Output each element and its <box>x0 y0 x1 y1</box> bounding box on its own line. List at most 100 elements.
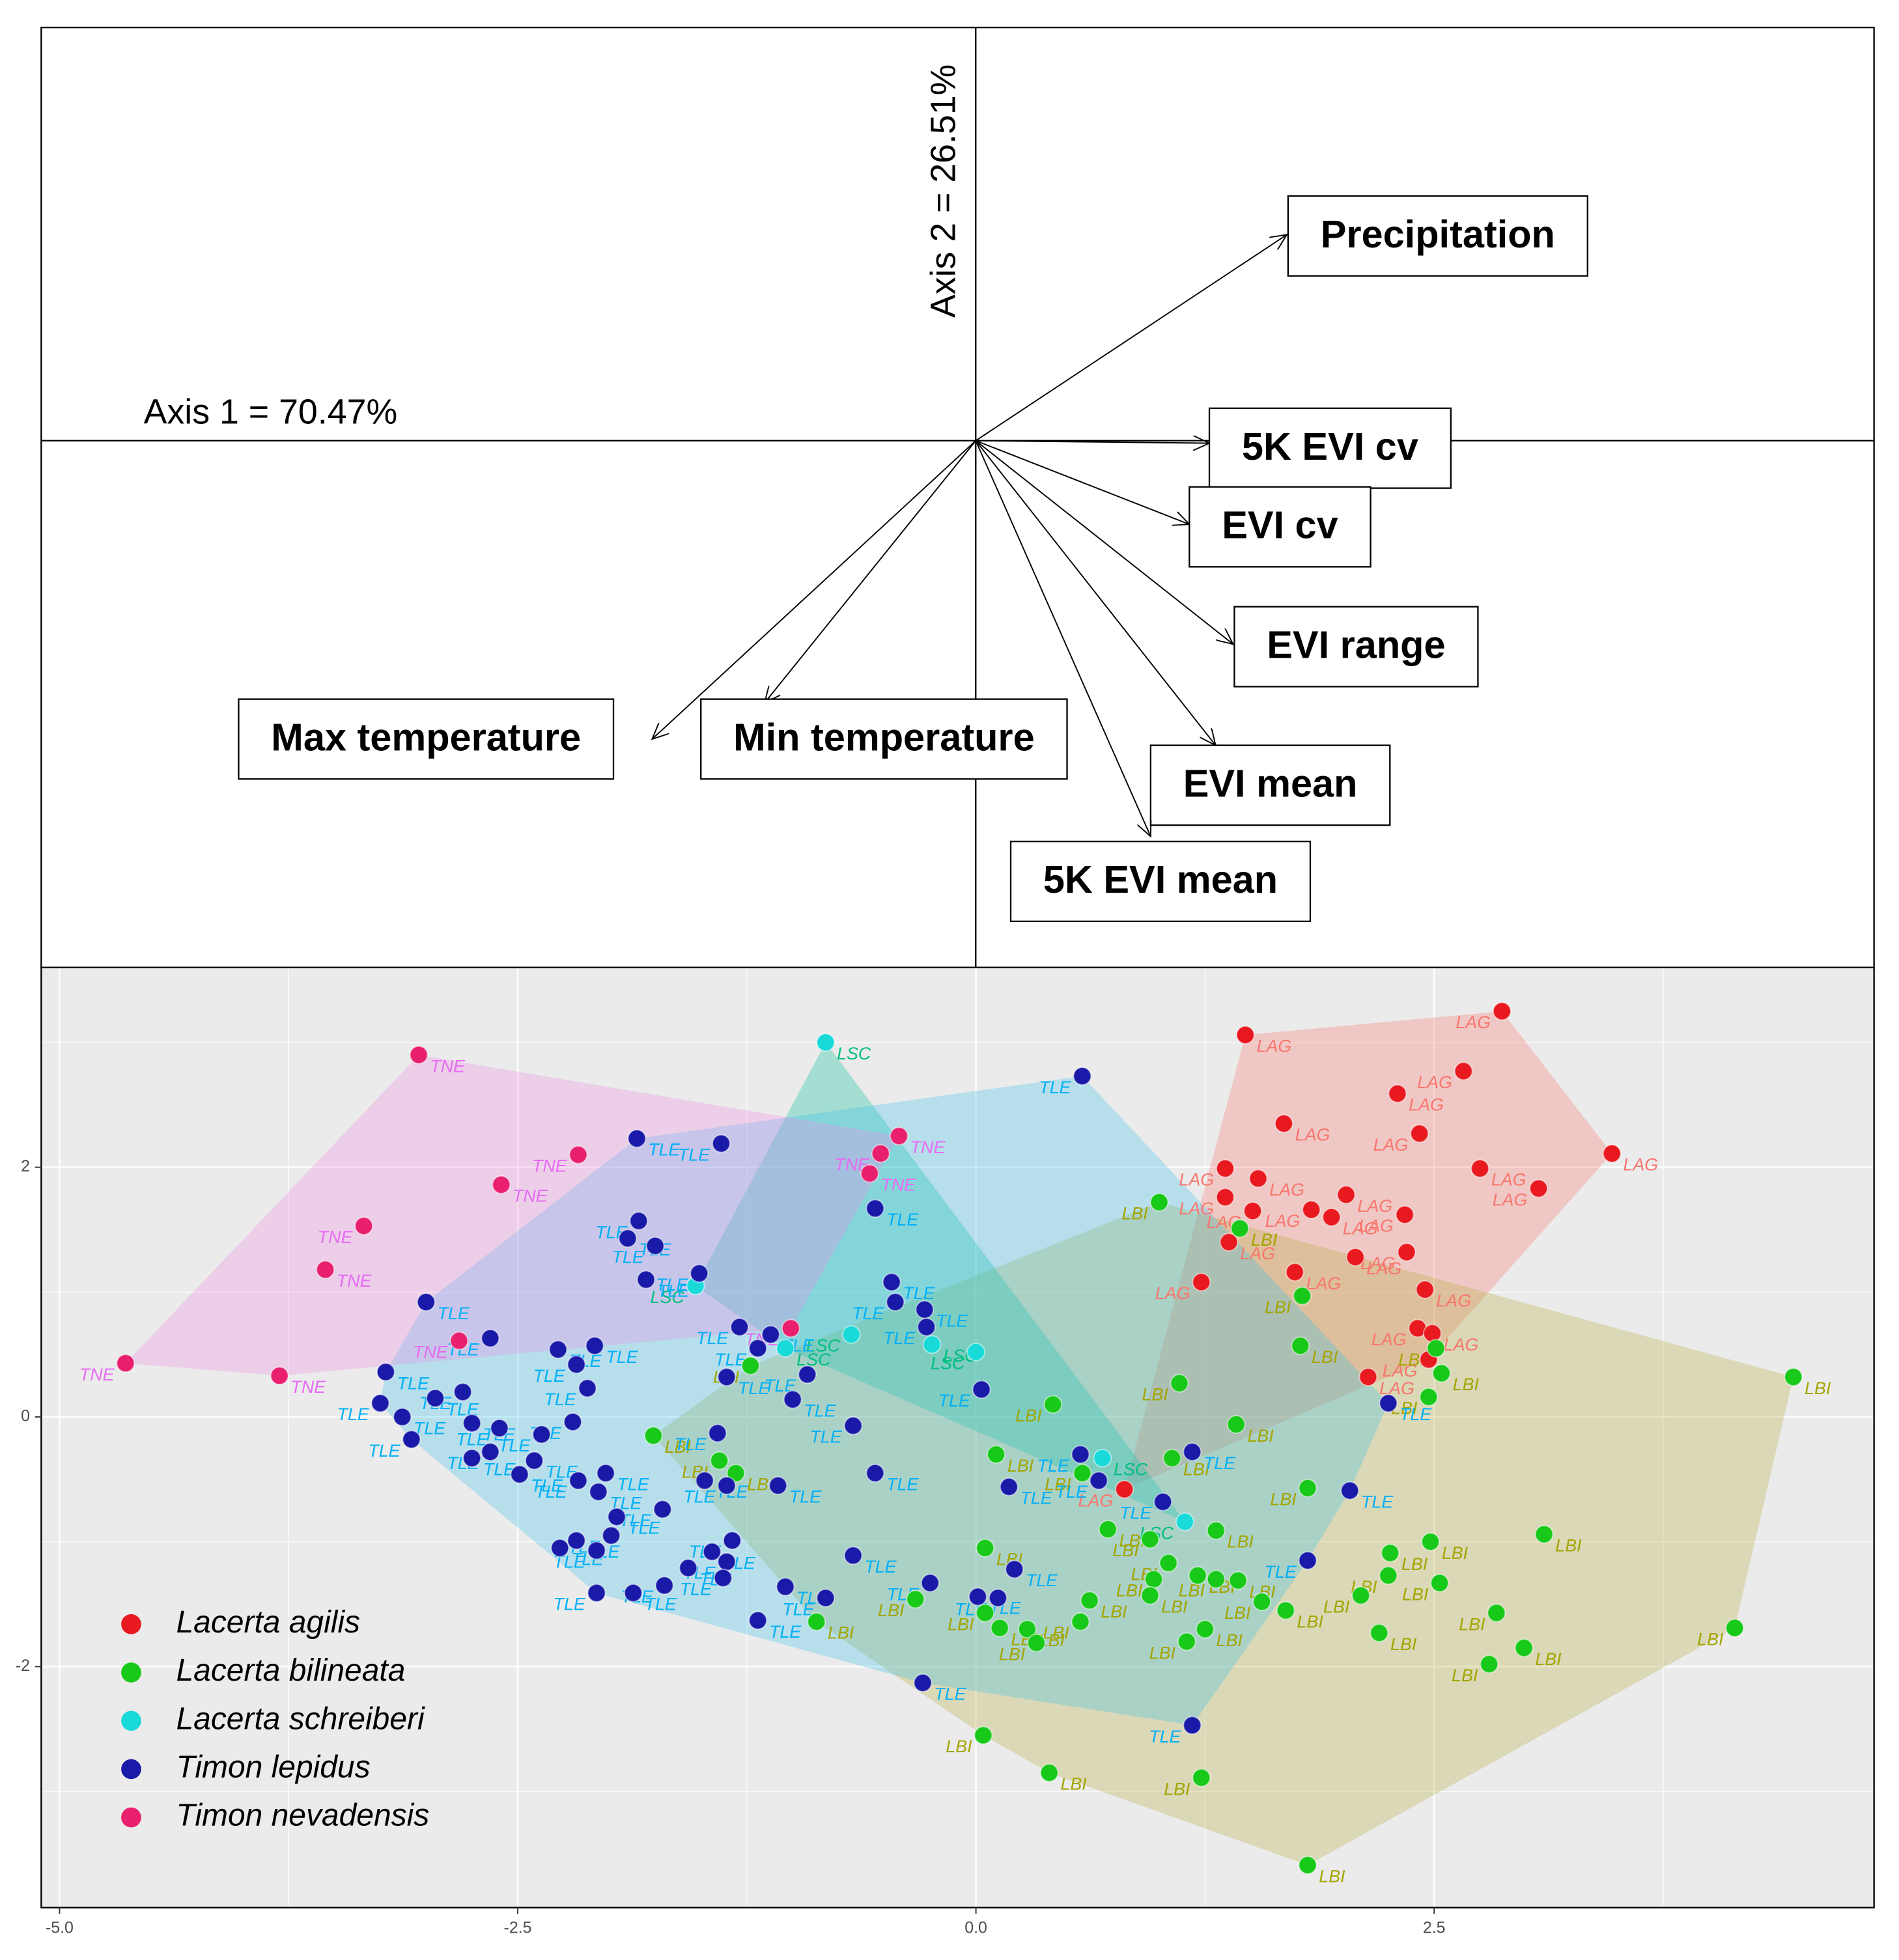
point <box>1153 1492 1173 1511</box>
point <box>761 1325 780 1344</box>
point <box>645 1236 665 1255</box>
point <box>695 1471 714 1491</box>
point-label: TLE <box>789 1487 822 1507</box>
point-label: LBI <box>1060 1774 1087 1794</box>
point-label: LBI <box>1007 1456 1034 1476</box>
point <box>1529 1179 1548 1198</box>
point <box>524 1451 544 1470</box>
point <box>1480 1655 1499 1674</box>
point-label: LBI <box>1805 1379 1831 1398</box>
point-label: LBI <box>1142 1385 1168 1405</box>
point <box>532 1425 552 1444</box>
point <box>1298 1478 1317 1498</box>
point <box>1285 1263 1304 1282</box>
x-tick-label: -5.0 <box>46 1919 74 1937</box>
label-box <box>700 698 1068 780</box>
point <box>270 1366 289 1386</box>
point-label: TLE <box>397 1373 430 1393</box>
point <box>1235 1025 1255 1044</box>
point <box>589 1482 608 1502</box>
point-label: LAG <box>1417 1072 1452 1092</box>
x-tick-label: 2.5 <box>1423 1919 1446 1937</box>
point <box>776 1577 795 1597</box>
point <box>623 1583 643 1603</box>
point <box>890 1127 908 1146</box>
legend-marker <box>121 1614 141 1634</box>
point-label: LBI <box>1452 1666 1478 1685</box>
point <box>1454 1061 1473 1081</box>
point <box>548 1340 568 1359</box>
point <box>1298 1855 1317 1875</box>
point <box>1080 1591 1099 1610</box>
point <box>702 1542 722 1561</box>
point <box>449 1331 469 1351</box>
point-label: LBI <box>946 1737 972 1756</box>
x-axis-label: Axis 1 = 70.47% <box>144 393 398 432</box>
species-hull <box>696 1042 1185 1522</box>
point <box>1492 1001 1512 1021</box>
point <box>966 1342 986 1362</box>
point-label: TLE <box>852 1304 884 1323</box>
legend-label: Lacerta schreiberi <box>176 1701 425 1736</box>
point <box>1345 1248 1365 1267</box>
point <box>629 1211 649 1231</box>
point <box>1336 1185 1356 1205</box>
point-label: LBI <box>1442 1543 1469 1563</box>
point-label: LAG <box>1444 1335 1479 1354</box>
point-label: TLE <box>438 1304 470 1323</box>
biplot: Axis 1 = 70.47% Axis 2 = 26.51% Precipitat… <box>41 27 1874 968</box>
point-label: TNE <box>413 1342 449 1362</box>
point-label: LSC <box>796 1350 831 1369</box>
point-label: LBI <box>1112 1541 1139 1560</box>
point-label: LBI <box>1121 1204 1148 1224</box>
point-label: LBI <box>1297 1612 1323 1631</box>
point <box>776 1339 795 1358</box>
point-label: TLE <box>1203 1453 1236 1473</box>
point <box>865 1199 885 1218</box>
arrow-label: Min temperature <box>733 716 1035 759</box>
point <box>1177 1632 1196 1651</box>
point <box>453 1382 472 1402</box>
point-label: TLE <box>934 1685 966 1704</box>
point <box>393 1407 412 1427</box>
point-label: TLE <box>769 1622 802 1642</box>
point-label: LBI <box>1453 1375 1480 1394</box>
point-label: TNE <box>337 1271 373 1291</box>
point-label: LAG <box>1372 1330 1407 1349</box>
point <box>602 1526 621 1545</box>
point-label: TLE <box>864 1557 897 1576</box>
scatter-panel <box>40 966 1875 1909</box>
point-label: TLE <box>936 1311 968 1330</box>
arrow-label: EVI mean <box>1183 762 1358 805</box>
point-label: LSC <box>806 1336 841 1356</box>
point <box>409 1045 429 1065</box>
grid <box>42 968 1873 1907</box>
point <box>481 1442 500 1462</box>
point <box>1196 1619 1215 1639</box>
point-label: LBI <box>1312 1347 1338 1367</box>
point <box>976 1603 995 1623</box>
point-label: TLE <box>535 1482 567 1502</box>
point <box>567 1531 586 1550</box>
species-hull <box>125 1055 899 1376</box>
loading-arrow <box>975 440 1215 746</box>
point <box>1415 1280 1435 1299</box>
point-label: LAG <box>1491 1170 1526 1190</box>
point <box>1395 1205 1414 1224</box>
point <box>1252 1592 1272 1612</box>
point <box>886 1293 905 1312</box>
point <box>915 1300 935 1319</box>
point-label: TLE <box>648 1140 681 1160</box>
legend-marker <box>121 1807 141 1828</box>
point-label: LBI <box>1149 1643 1176 1662</box>
x-tick-label: 0.0 <box>964 1919 987 1937</box>
point-label: TLE <box>1056 1482 1088 1502</box>
point <box>1228 1571 1248 1590</box>
point-label: LBI <box>1161 1597 1188 1616</box>
point <box>653 1500 672 1519</box>
label-box <box>1149 744 1391 826</box>
label-box <box>1009 841 1312 923</box>
points: LAGLAGLAGLAGLAGLAGLAGLAGLAGLAGLAGLAGLAGL… <box>79 1001 1831 1886</box>
point <box>569 1471 588 1491</box>
point-label: LBI <box>999 1644 1026 1664</box>
